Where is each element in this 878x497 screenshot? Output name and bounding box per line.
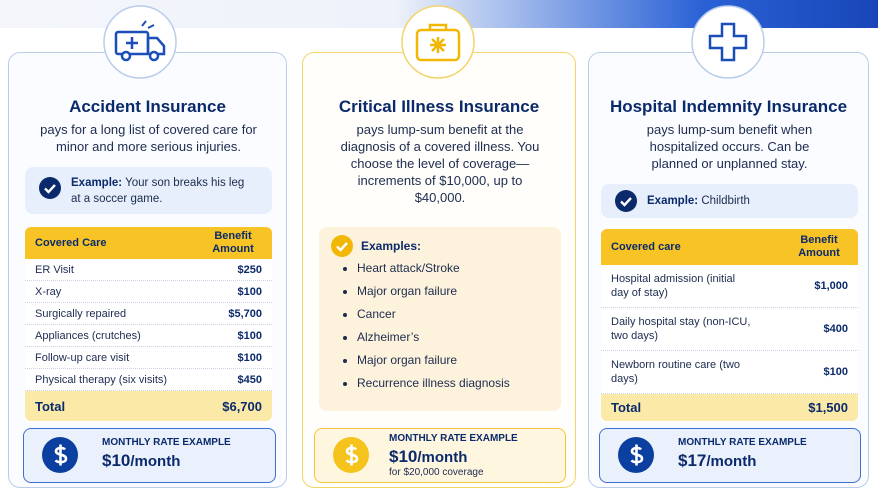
rate-amount: $17/month <box>678 451 807 471</box>
card-title: Accident Insurance <box>69 97 226 116</box>
example-label: Example: <box>71 177 123 189</box>
row-label: X-ray <box>35 285 62 298</box>
rate-label: MONTHLY RATE EXAMPLE <box>389 433 518 444</box>
table-header: Covered care Benefit Amount <box>601 229 858 265</box>
dollar-icon <box>618 437 654 473</box>
benefit-table: Covered Care Benefit Amount ER Visit $250 X-… <box>25 227 272 421</box>
example-box: Example: Childbirth <box>601 184 858 218</box>
row-value: $100 <box>237 285 262 298</box>
rate-value: $17 <box>678 451 707 470</box>
rate-box: MONTHLY RATE EXAMPLE $17/month <box>599 428 861 483</box>
example-value: Childbirth <box>701 195 750 207</box>
table-row: Appliances (crutches) $100 <box>25 325 272 347</box>
card: Accident Insurance pays for a long list o… <box>8 52 287 488</box>
header-cell: Covered care <box>611 241 681 253</box>
row-value: $400 <box>823 323 848 335</box>
row-label: Physical therapy (six visits) <box>35 373 168 386</box>
row-label: ER Visit <box>35 263 74 276</box>
example-box: Example: Your son breaks his leg at a so… <box>25 167 272 214</box>
rate-value: $10 <box>102 451 131 470</box>
card-description: pays lump-sum benefit when hospitalized … <box>646 122 813 171</box>
header-cell: Benefit Amount <box>212 230 254 255</box>
table-total: Total $6,700 <box>25 391 272 421</box>
card-description: pays lump-sum benefit at the diagnosis o… <box>340 122 540 205</box>
table-row: Surgically repaired $5,700 <box>25 303 272 325</box>
rate-text: MONTHLY RATE EXAMPLE $10/month for $20,000… <box>389 433 518 478</box>
rate-period: /month <box>417 449 468 466</box>
row-value: $5,700 <box>228 307 262 320</box>
rate-amount: $10/month <box>102 451 231 471</box>
row-value: $1,000 <box>814 280 848 292</box>
hospital-cross-icon <box>691 5 765 79</box>
row-label: Appliances (crutches) <box>35 329 141 342</box>
example-item: Major organ failure <box>357 280 510 303</box>
ambulance-icon <box>103 5 177 79</box>
dollar-icon <box>333 437 369 473</box>
table-row: Newborn routine care (two days) $100 <box>601 351 858 394</box>
rate-box: MONTHLY RATE EXAMPLE $10/month <box>23 428 276 483</box>
example-value: Your son breaks his leg at a soccer game… <box>71 177 245 205</box>
rate-label: MONTHLY RATE EXAMPLE <box>102 437 231 448</box>
header-cell: Benefit Amount <box>798 234 840 259</box>
row-label: Hospital admission (initial day of stay) <box>611 273 736 299</box>
examples-label: Examples: <box>361 239 422 253</box>
card: Hospital Indemnity Insurance pays lump-su… <box>588 52 869 488</box>
example-text: Example: Your son breaks his leg at a so… <box>71 175 251 207</box>
row-value: $450 <box>237 373 262 386</box>
table-total: Total $1,500 <box>601 394 858 421</box>
table-row: ER Visit $250 <box>25 259 272 281</box>
row-label: Surgically repaired <box>35 307 127 320</box>
example-text: Example: Childbirth <box>647 193 847 209</box>
rate-period: /month <box>706 453 757 470</box>
table-row: X-ray $100 <box>25 281 272 303</box>
header-cell: Covered Care <box>35 237 107 249</box>
rate-value: $10 <box>389 447 418 466</box>
table-row: Daily hospital stay (non-ICU, two days) $… <box>601 308 858 351</box>
examples-list: Heart attack/StrokeMajor organ failureCa… <box>341 257 510 395</box>
row-label: Follow-up care visit <box>35 351 130 364</box>
total-value: $1,500 <box>808 400 848 415</box>
card-description: pays for a long list of covered care for… <box>40 122 257 154</box>
table-row: Physical therapy (six visits) $450 <box>25 369 272 391</box>
rate-period: /month <box>130 453 181 470</box>
row-value: $100 <box>823 366 848 378</box>
row-value: $250 <box>237 263 262 276</box>
table-row: Follow-up care visit $100 <box>25 347 272 369</box>
rate-box: MONTHLY RATE EXAMPLE $10/month for $20,000… <box>314 428 566 483</box>
benefit-table: Covered care Benefit Amount Hospital admis… <box>601 229 858 421</box>
rate-note: for $20,000 coverage <box>389 467 484 478</box>
card-title: Hospital Indemnity Insurance <box>609 97 848 116</box>
table-header: Covered Care Benefit Amount <box>25 227 272 259</box>
card-title: Critical Illness Insurance <box>338 97 540 116</box>
table-row: Hospital admission (initial day of stay)… <box>601 265 858 308</box>
example-item: Alzheimer’s <box>357 326 510 349</box>
check-icon <box>615 190 637 212</box>
example-item: Recurrence illness diagnosis <box>357 372 510 395</box>
dollar-icon <box>42 437 78 473</box>
example-item: Cancer <box>357 303 510 326</box>
rate-text: MONTHLY RATE EXAMPLE $17/month <box>678 437 807 471</box>
rate-amount: $10/month <box>389 447 518 467</box>
examples-box: Examples:Heart attack/StrokeMajor organ … <box>319 227 561 411</box>
example-label: Example: <box>647 195 699 207</box>
row-label: Daily hospital stay (non-ICU, two days) <box>611 316 751 342</box>
example-item: Major organ failure <box>357 349 510 372</box>
first-aid-icon <box>401 5 475 79</box>
row-label: Newborn routine care (two days) <box>611 359 741 385</box>
card: Critical Illness Insurance pays lump-sum … <box>302 52 576 488</box>
example-item: Heart attack/Stroke <box>357 257 510 280</box>
rate-text: MONTHLY RATE EXAMPLE $10/month <box>102 437 231 471</box>
check-icon <box>39 177 61 199</box>
total-label: Total <box>35 398 66 414</box>
check-icon <box>331 235 353 257</box>
rate-label: MONTHLY RATE EXAMPLE <box>678 437 807 448</box>
total-label: Total <box>611 400 642 415</box>
row-value: $100 <box>237 329 262 342</box>
total-value: $6,700 <box>222 398 262 414</box>
row-value: $100 <box>237 351 262 364</box>
